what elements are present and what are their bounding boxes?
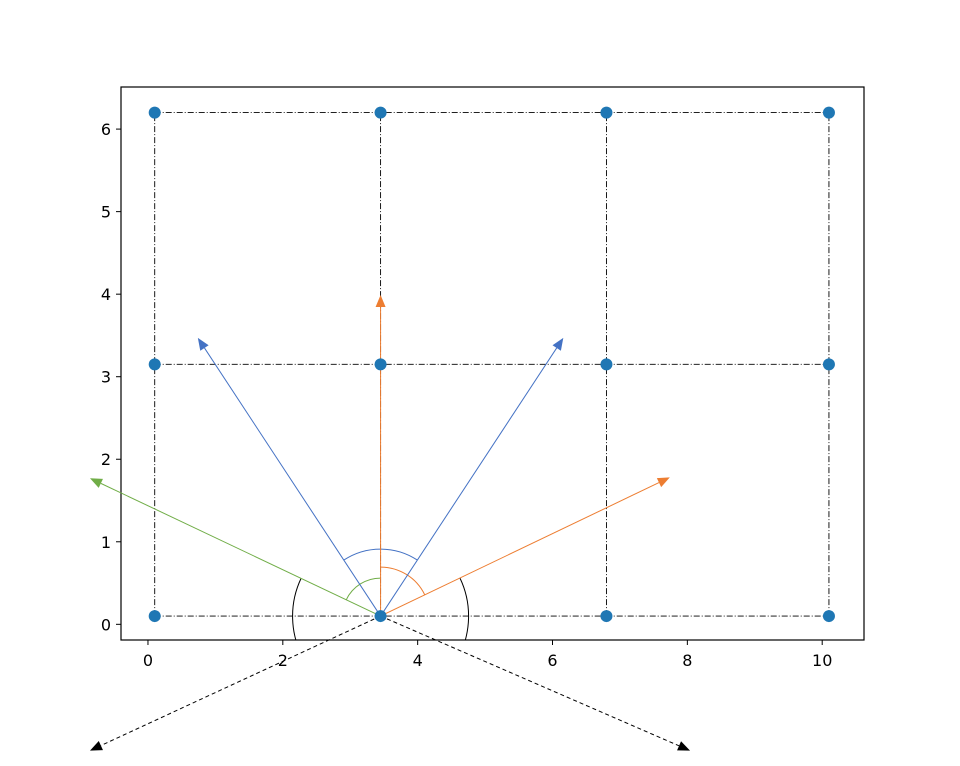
angle-arc: [292, 577, 470, 640]
y-tick-label: 0: [101, 615, 111, 634]
arrow-line: [380, 615, 680, 747]
point: [148, 610, 161, 623]
arrow-head: [89, 478, 103, 488]
point: [822, 358, 835, 371]
x-tick-label: 8: [682, 651, 692, 670]
plot-area: [154, 112, 830, 640]
point: [822, 610, 835, 623]
arrow-head: [89, 741, 103, 751]
point: [374, 106, 387, 119]
arrow-line: [380, 347, 558, 617]
arrow-head: [197, 337, 209, 351]
point: [374, 358, 387, 371]
arrow-line: [100, 615, 381, 747]
axes-frame: [120, 86, 865, 641]
point: [600, 610, 613, 623]
angle-arc: [380, 566, 426, 596]
x-tick-label: 2: [278, 651, 288, 670]
point: [148, 106, 161, 119]
point: [374, 610, 387, 623]
arrow-line: [204, 347, 381, 617]
arrow-head: [552, 337, 564, 351]
y-tick-label: 5: [101, 203, 111, 222]
arrow-head: [375, 294, 386, 307]
arrow-head: [656, 477, 670, 488]
arrow-line: [100, 482, 381, 617]
point: [600, 106, 613, 119]
x-tick-label: 10: [812, 651, 832, 670]
y-tick-label: 1: [101, 533, 111, 552]
point: [600, 358, 613, 371]
angle-arc: [345, 577, 381, 600]
y-tick-label: 3: [101, 368, 111, 387]
arrow-line: [380, 482, 660, 617]
point: [148, 358, 161, 371]
y-tick-label: 4: [101, 285, 111, 304]
x-tick-label: 6: [547, 651, 557, 670]
x-tick-label: 4: [413, 651, 423, 670]
x-tick-label: 0: [143, 651, 153, 670]
point: [822, 106, 835, 119]
arrow-head: [677, 741, 691, 751]
y-tick-label: 6: [101, 120, 111, 139]
y-tick-label: 2: [101, 450, 111, 469]
